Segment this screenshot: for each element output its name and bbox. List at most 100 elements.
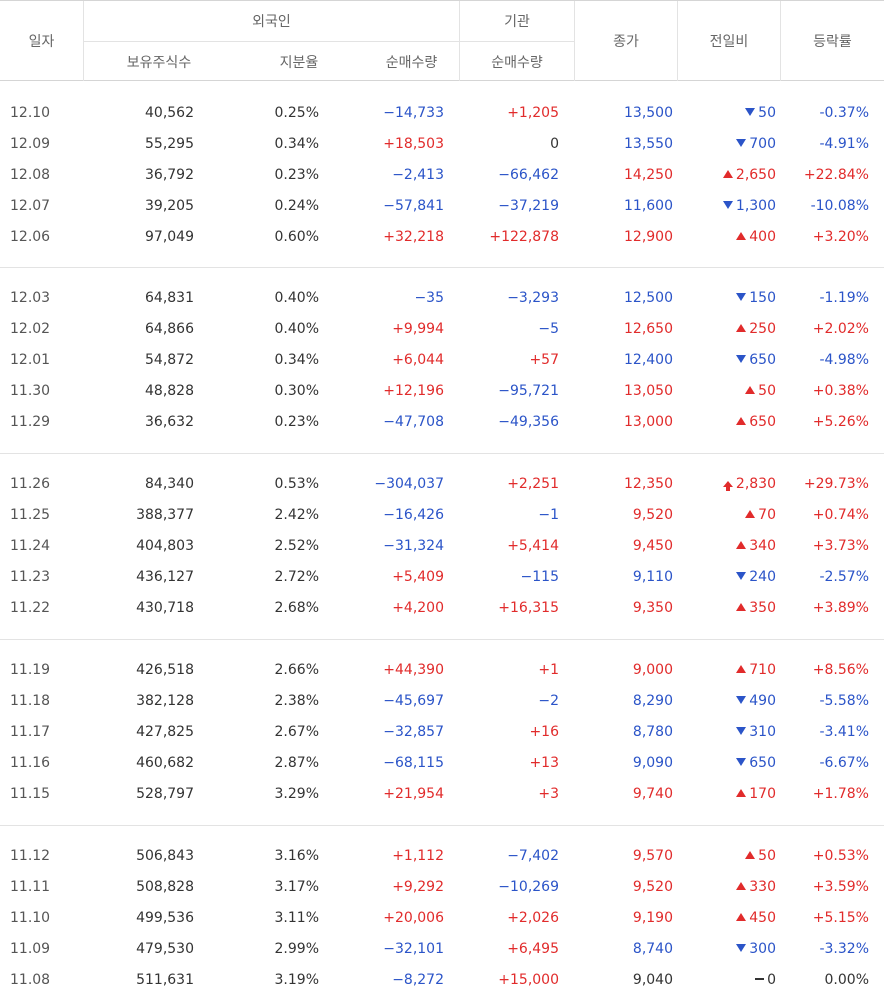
row-rate: +0.38% [812,383,869,399]
row-foreign-net: −45,697 [383,693,444,709]
table-row: 12.10 40,562 0.25% −14,733 +1,205 13,500 50 -0.… [0,98,884,129]
row-date: 11.29 [10,414,51,430]
row-foreign-net: +20,006 [383,910,444,926]
row-date: 12.01 [10,352,51,368]
row-change: 650 [736,407,776,438]
row-close: 9,570 [632,848,673,864]
header-foreign-net: 순매수량 [385,55,438,71]
row-ratio: 3.19% [274,972,319,988]
row-ratio: 0.53% [274,476,319,492]
row-holdings: 404,803 [136,538,194,554]
table-row: 12.08 36,792 0.23% −2,413 −66,462 14,250 2,650… [0,160,884,191]
row-change-value: 650 [749,352,776,368]
row-inst-net: +6,495 [507,941,559,957]
row-rate: -2.57% [819,569,869,585]
row-date: 12.06 [10,229,51,245]
row-change: 340 [736,531,776,562]
row-change-value: 1,300 [735,198,776,214]
flat-dash-icon [755,978,765,980]
row-ratio: 2.42% [274,507,319,523]
row-ratio: 0.23% [274,414,319,430]
row-change-value: 450 [749,910,776,926]
row-change: 700 [736,129,776,160]
table-row: 12.01 54,872 0.34% +6,044 +57 12,400 650 -4.98% [0,345,884,376]
row-holdings: 508,828 [136,879,194,895]
row-holdings: 54,872 [145,352,194,368]
arrow-up-icon [736,882,747,890]
row-rate: +1.78% [812,786,869,802]
arrow-down-icon [736,355,747,363]
row-date: 11.22 [10,600,51,616]
row-date: 12.02 [10,321,51,337]
row-inst-net: −7,402 [507,848,559,864]
arrow-up-icon [736,232,747,240]
arrow-up-icon [736,665,747,673]
row-change: 350 [736,593,776,624]
row-close: 12,500 [624,290,673,306]
row-inst-net: −37,219 [498,198,559,214]
row-holdings: 64,866 [145,321,194,337]
row-foreign-net: −2,413 [392,167,444,183]
row-foreign-net: −47,708 [383,414,444,430]
arrow-up-icon [736,541,747,549]
row-holdings: 528,797 [136,786,194,802]
row-date: 11.16 [10,755,51,771]
row-foreign-net: −304,037 [374,476,444,492]
row-foreign-net: +9,994 [392,321,444,337]
arrow-down-icon [736,944,747,952]
row-change-value: 650 [749,414,776,430]
row-close: 9,110 [632,569,673,585]
row-inst-net: −115 [520,569,559,585]
row-foreign-net: +32,218 [383,229,444,245]
row-foreign-net: −31,324 [383,538,444,554]
group-separator [0,639,884,640]
group-separator [0,453,884,454]
row-change-value: 700 [749,136,776,152]
table-row: 12.06 97,049 0.60% +32,218 +122,878 12,900 400… [0,222,884,253]
row-date: 12.03 [10,290,51,306]
row-holdings: 55,295 [145,136,194,152]
row-inst-net: +16,315 [498,600,559,616]
row-rate: -0.37% [819,105,869,121]
row-change-value: 150 [749,290,776,306]
row-inst-net: +57 [529,352,559,368]
table-row: 11.08 511,631 3.19% −8,272 +15,000 9,040 0 0.00… [0,965,884,996]
row-date: 11.26 [10,476,51,492]
row-close: 8,290 [632,693,673,709]
row-rate: +3.73% [812,538,869,554]
row-change: 330 [736,872,776,903]
row-ratio: 0.30% [274,383,319,399]
header-date: 일자 [28,34,55,50]
row-rate: +5.15% [812,910,869,926]
row-holdings: 84,340 [145,476,194,492]
table-row: 11.26 84,340 0.53% −304,037 +2,251 12,350 2,83… [0,469,884,500]
row-close: 12,900 [624,229,673,245]
row-change-value: 70 [758,507,776,523]
arrow-down-icon [736,727,747,735]
row-change-value: 50 [758,383,776,399]
row-change: 70 [745,500,776,531]
row-rate: +3.59% [812,879,869,895]
row-inst-net: +16 [529,724,559,740]
row-foreign-net: +18,503 [383,136,444,152]
row-foreign-net: −68,115 [383,755,444,771]
row-change-value: 650 [749,755,776,771]
row-change: 650 [736,748,776,779]
row-rate: +8.56% [812,662,869,678]
row-inst-net: 0 [550,136,559,152]
row-date: 11.23 [10,569,51,585]
row-ratio: 2.87% [274,755,319,771]
arrow-up-icon [736,789,747,797]
table-row: 11.30 48,828 0.30% +12,196 −95,721 13,050 50 +0… [0,376,884,407]
table-row: 11.16 460,682 2.87% −68,115 +13 9,090 650 -6.67… [0,748,884,779]
row-date: 12.07 [10,198,51,214]
row-close: 9,450 [632,538,673,554]
row-change-value: 240 [749,569,776,585]
row-change-value: 300 [749,941,776,957]
row-ratio: 3.17% [274,879,319,895]
row-date: 11.08 [10,972,51,988]
row-rate: +0.74% [812,507,869,523]
row-ratio: 0.40% [274,321,319,337]
row-change-value: 350 [749,600,776,616]
arrow-down-icon [736,293,747,301]
